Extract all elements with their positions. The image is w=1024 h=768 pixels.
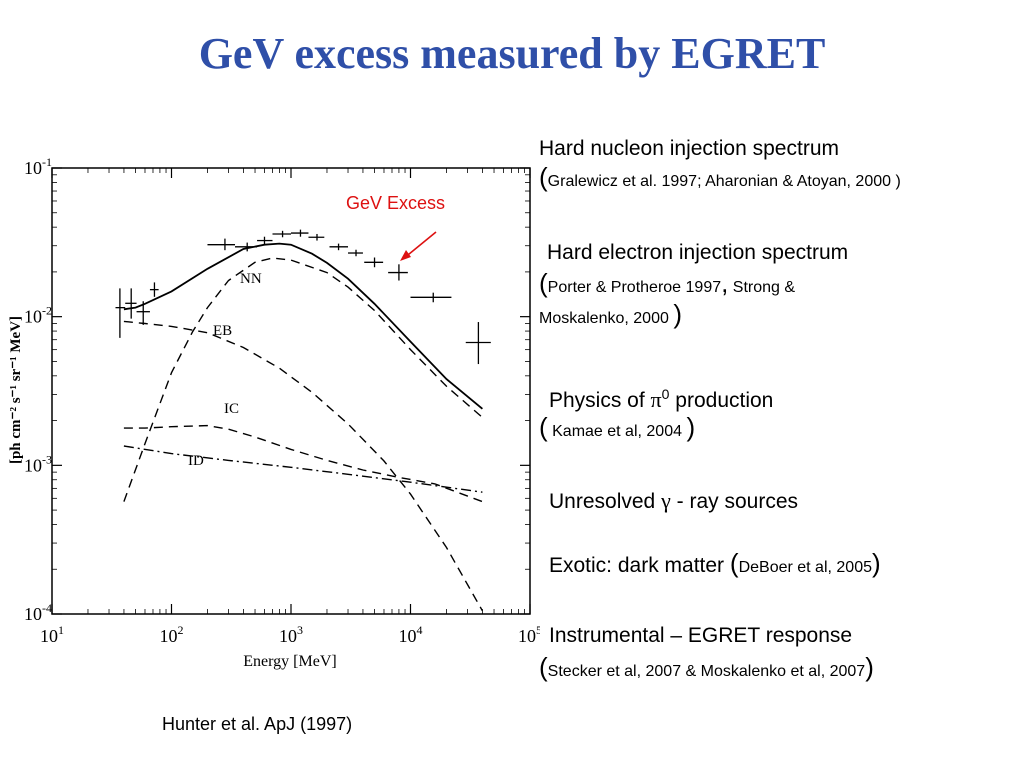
egret-data-point	[235, 242, 258, 252]
egret-data-point	[257, 236, 273, 245]
curve-label-nn: NN	[240, 271, 262, 287]
note-reference: Kamae et al, 2004	[552, 423, 682, 440]
series-nn-line	[123, 257, 483, 502]
paren-open: (	[729, 548, 739, 578]
egret-data-point	[149, 282, 159, 297]
y-tick-label: 10-4	[24, 601, 52, 624]
note-pi0-physics: Physics of π0 production	[549, 381, 773, 414]
egret-data-point	[125, 288, 137, 319]
note-heading-a: Physics of	[549, 389, 651, 412]
note-heading-a: Unresolved	[549, 490, 662, 513]
curve-label-id: ID	[188, 453, 204, 469]
gev-excess-arrowhead	[400, 250, 411, 261]
egret-data-point	[136, 301, 150, 325]
paren-open: (	[539, 412, 548, 442]
ref-comma: ,	[721, 268, 729, 298]
x-tick-label: 105	[518, 623, 540, 646]
plot-frame	[51, 167, 531, 615]
paren-close: )	[865, 652, 874, 682]
pi-superscript: 0	[661, 386, 670, 402]
gamma-symbol: γ	[661, 488, 671, 513]
note-heading: Instrumental – EGRET response	[549, 624, 853, 647]
y-tick-label: 10-3	[24, 452, 52, 475]
note-heading: Hard nucleon injection spectrum	[539, 137, 839, 160]
note-reference-c: Moskalenko, 2000	[539, 310, 669, 327]
paren-open: (	[539, 652, 548, 682]
x-tick-label: 102	[160, 623, 184, 646]
egret-data-point	[291, 229, 309, 237]
x-tick-label: 101	[40, 623, 64, 646]
note-pi0-refs: ( Kamae et al, 2004 )	[539, 412, 695, 443]
egret-data-point	[364, 257, 384, 268]
egret-data-point	[272, 230, 291, 238]
note-hard-electron: Hard electron injection spectrum	[547, 240, 848, 266]
egret-data-point	[115, 288, 126, 338]
note-hard-nucleon: Hard nucleon injection spectrum (Gralewi…	[539, 136, 901, 193]
note-heading: Exotic: dark matter	[549, 554, 730, 577]
curve-label-eb: EB	[213, 323, 232, 339]
egret-data-point	[465, 322, 491, 365]
y-axis-label: [ph cm⁻² s⁻¹ sr⁻¹ MeV]	[8, 316, 24, 464]
pi-symbol: π	[650, 387, 662, 412]
note-reference-a: Porter & Protheroe 1997	[547, 279, 722, 296]
note-heading: Hard electron injection spectrum	[547, 241, 849, 264]
note-heading-b: - ray sources	[670, 490, 798, 513]
paren-close: )	[686, 412, 696, 442]
y-tick-label: 10-1	[24, 155, 52, 178]
paren-open: (	[539, 162, 548, 192]
egret-data-point	[348, 249, 363, 257]
note-instrumental-refs: (Stecker et al, 2007 & Moskalenko et al,…	[539, 652, 874, 683]
note-hard-electron-refs: (Porter & Protheroe 1997, Strong & Moska…	[539, 268, 795, 330]
egret-data-point	[388, 264, 408, 281]
paren-open: (	[539, 268, 548, 298]
note-reference: DeBoer et al, 2005	[738, 559, 872, 576]
egret-data-point	[329, 243, 349, 251]
series-eb-line	[123, 320, 484, 612]
paren-close: )	[871, 548, 881, 578]
y-tick-label: 10-2	[24, 304, 52, 327]
note-reference-b: Strong &	[732, 279, 796, 296]
note-heading-b: production	[669, 389, 774, 412]
gev-excess-label: GeV Excess	[346, 193, 445, 213]
note-instrumental: Instrumental – EGRET response	[549, 623, 852, 649]
series-id-line	[123, 445, 483, 493]
figure-caption: Hunter et al. ApJ (1997)	[162, 714, 353, 734]
slide-title: GeV excess measured by EGRET	[198, 29, 826, 78]
note-dark-matter: Exotic: dark matter (DeBoer et al, 2005)	[549, 548, 881, 579]
egret-data-point	[410, 292, 452, 303]
series-total-line	[123, 242, 483, 410]
x-axis-label: Energy [MeV]	[243, 653, 336, 670]
x-tick-label: 103	[279, 623, 303, 646]
series-ic-line	[123, 424, 483, 503]
egret-spectrum-chart: 101 102 103 104 105 10-1 10-2 10-3 10-4 NN EB IC ID…	[8, 155, 540, 670]
egret-data-point	[207, 238, 236, 251]
egret-data-point	[308, 233, 325, 241]
note-reference: Stecker et al, 2007 & Moskalenko et al, …	[547, 663, 866, 680]
x-tick-label: 104	[399, 623, 423, 646]
note-unresolved-sources: Unresolved γ - ray sources	[549, 488, 798, 515]
paren-close: )	[673, 299, 682, 329]
note-reference: Gralewicz et al. 1997; Aharonian & Atoya…	[547, 173, 901, 190]
curve-label-ic: IC	[224, 401, 239, 417]
